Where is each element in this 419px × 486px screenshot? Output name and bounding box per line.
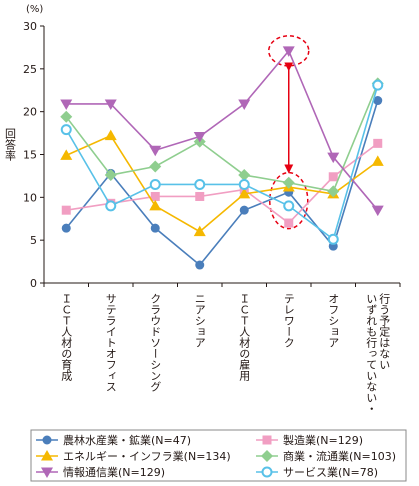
x-tick-label: ＩＣＴ人材の雇用	[238, 293, 251, 382]
x-tick-label: オフショア	[327, 293, 340, 348]
data-point	[282, 46, 295, 57]
legend-item: エネルギー・インフラ業(N=134)	[36, 450, 231, 463]
y-axis: 0 5 10 15 20 25 30	[23, 20, 45, 290]
legend-item: 情報通信業(N=129)	[36, 466, 165, 479]
legend-marker	[261, 466, 273, 478]
series-3	[60, 129, 384, 237]
data-point	[239, 205, 249, 215]
x-tick-label: ニアショア	[193, 293, 206, 348]
data-point	[238, 99, 251, 110]
data-point	[327, 152, 340, 164]
data-point	[327, 185, 340, 198]
legend-marker	[261, 450, 273, 462]
x-tick-label: いずれも行っていない・	[365, 293, 378, 414]
data-point	[195, 191, 205, 201]
annotation	[268, 35, 310, 230]
data-point	[238, 187, 251, 199]
data-point	[372, 79, 384, 91]
data-point	[195, 260, 205, 270]
series-line	[65, 134, 379, 233]
series-line	[65, 100, 379, 267]
data-point	[149, 199, 162, 211]
series-line	[65, 84, 379, 241]
data-point	[150, 191, 160, 201]
data-point	[238, 169, 251, 182]
y-axis-label: 回答率	[4, 128, 17, 162]
series-4	[60, 77, 384, 198]
data-point	[328, 172, 338, 182]
data-point	[149, 145, 162, 157]
y-unit-label: (%)	[26, 4, 43, 15]
data-point	[150, 223, 160, 233]
legend-marker	[41, 467, 53, 478]
data-point	[371, 155, 384, 166]
x-tick-label: クラウドソーシング	[149, 293, 162, 392]
x-axis: ＩＣＴ人材の育成 サテライトオフィス クラウドソーシング ニアショア ＩＣＴ人材の雇用 テ…	[43, 282, 401, 414]
data-point	[104, 99, 117, 110]
data-point	[60, 99, 73, 110]
data-point	[193, 132, 206, 143]
data-point	[60, 110, 73, 123]
series-line	[66, 49, 379, 211]
legend-label: 商業・流通業(N=103)	[283, 449, 396, 463]
x-tick-label: サテライトオフィス	[104, 293, 117, 392]
data-point	[282, 176, 295, 189]
series-5	[60, 46, 384, 217]
data-point	[149, 178, 161, 190]
legend-marker	[262, 435, 272, 445]
data-point	[60, 124, 72, 136]
legend-label: 製造業(N=129)	[283, 433, 363, 447]
legend-item: サービス業(N=78)	[256, 466, 378, 479]
annotation-circle-bottom	[269, 171, 309, 230]
data-point	[60, 149, 73, 160]
y-tick-label: 10	[23, 191, 37, 204]
x-tick-label: テレワーク	[282, 293, 295, 348]
series-6	[60, 79, 384, 245]
legend-marker	[41, 450, 53, 461]
data-point	[373, 138, 383, 148]
y-tick-label: 0	[30, 277, 37, 290]
data-point	[193, 225, 206, 237]
data-point	[373, 96, 383, 106]
legend-label: サービス業(N=78)	[283, 466, 378, 479]
data-point	[149, 160, 162, 173]
legend-label: 情報通信業(N=129)	[63, 466, 165, 479]
legend-item: 製造業(N=129)	[256, 433, 363, 447]
x-tick-label: 行う予定はない	[378, 293, 391, 370]
data-point	[104, 129, 117, 141]
legend-item: 商業・流通業(N=103)	[256, 449, 396, 463]
legend-item: 農林水産業・鉱業(N=47)	[36, 433, 191, 447]
series-line	[65, 83, 379, 193]
y-tick-label: 25	[23, 63, 37, 76]
x-tick-label: ＩＣＴ人材の育成	[60, 293, 73, 382]
data-point	[283, 200, 295, 212]
y-tick-label: 5	[30, 234, 37, 247]
data-point	[284, 218, 294, 228]
data-point	[105, 200, 117, 212]
legend-marker	[42, 435, 52, 445]
data-point	[61, 223, 71, 233]
y-tick-label: 30	[23, 20, 37, 33]
y-tick-label: 15	[23, 149, 37, 162]
legend-box	[30, 429, 407, 482]
series-2	[61, 138, 383, 228]
legend-label: エネルギー・インフラ業(N=134)	[63, 450, 231, 463]
y-tick-label: 20	[23, 106, 37, 119]
data-point	[371, 205, 384, 217]
plot-area	[60, 46, 384, 270]
data-point	[61, 205, 71, 215]
data-point	[104, 169, 117, 182]
data-point	[194, 178, 206, 190]
data-point	[238, 178, 250, 190]
data-point	[327, 233, 339, 245]
legend: 農林水産業・鉱業(N=47) 製造業(N=129) エネルギー・インフラ業(N=13…	[30, 429, 407, 482]
legend-label: 農林水産業・鉱業(N=47)	[63, 433, 191, 447]
